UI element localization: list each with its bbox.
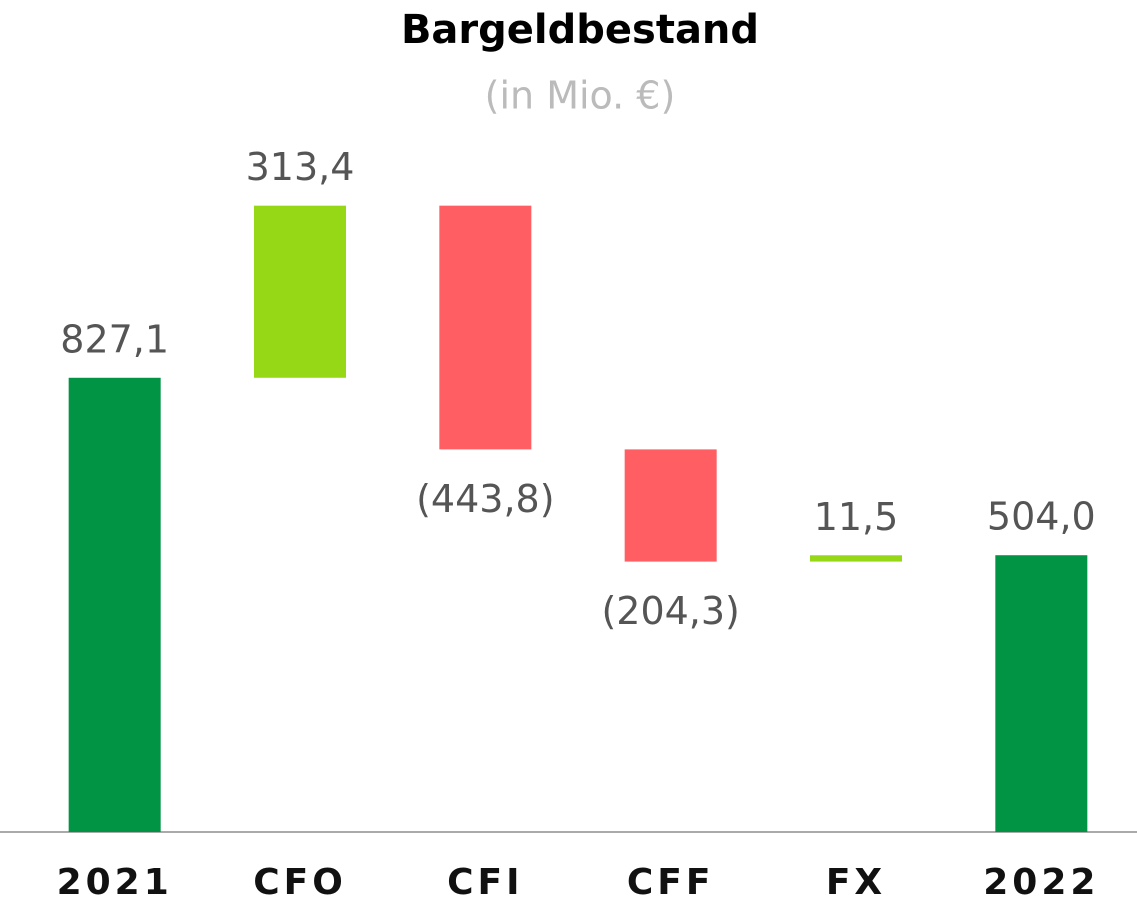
x-tick-label: CFO xyxy=(253,862,347,902)
value-label: (204,3) xyxy=(601,589,739,633)
value-label: (443,8) xyxy=(416,477,554,521)
x-tick-label: 2021 xyxy=(57,862,173,902)
value-label: 827,1 xyxy=(60,317,169,361)
x-tick-label: CFI xyxy=(447,862,523,902)
x-tick-label: CFF xyxy=(627,862,715,902)
x-tick-label: FX xyxy=(826,862,886,902)
bar xyxy=(439,205,532,450)
bar xyxy=(810,555,902,562)
chart-subtitle: (in Mio. €) xyxy=(485,74,676,118)
bar xyxy=(68,377,161,832)
bar xyxy=(254,205,346,378)
bar xyxy=(624,449,717,562)
bar xyxy=(995,555,1088,832)
value-label: 504,0 xyxy=(987,495,1096,539)
value-label: 313,4 xyxy=(246,145,355,189)
value-label: 11,5 xyxy=(814,495,899,539)
x-tick-label: 2022 xyxy=(983,862,1099,902)
chart-title: Bargeldbestand xyxy=(401,7,759,53)
